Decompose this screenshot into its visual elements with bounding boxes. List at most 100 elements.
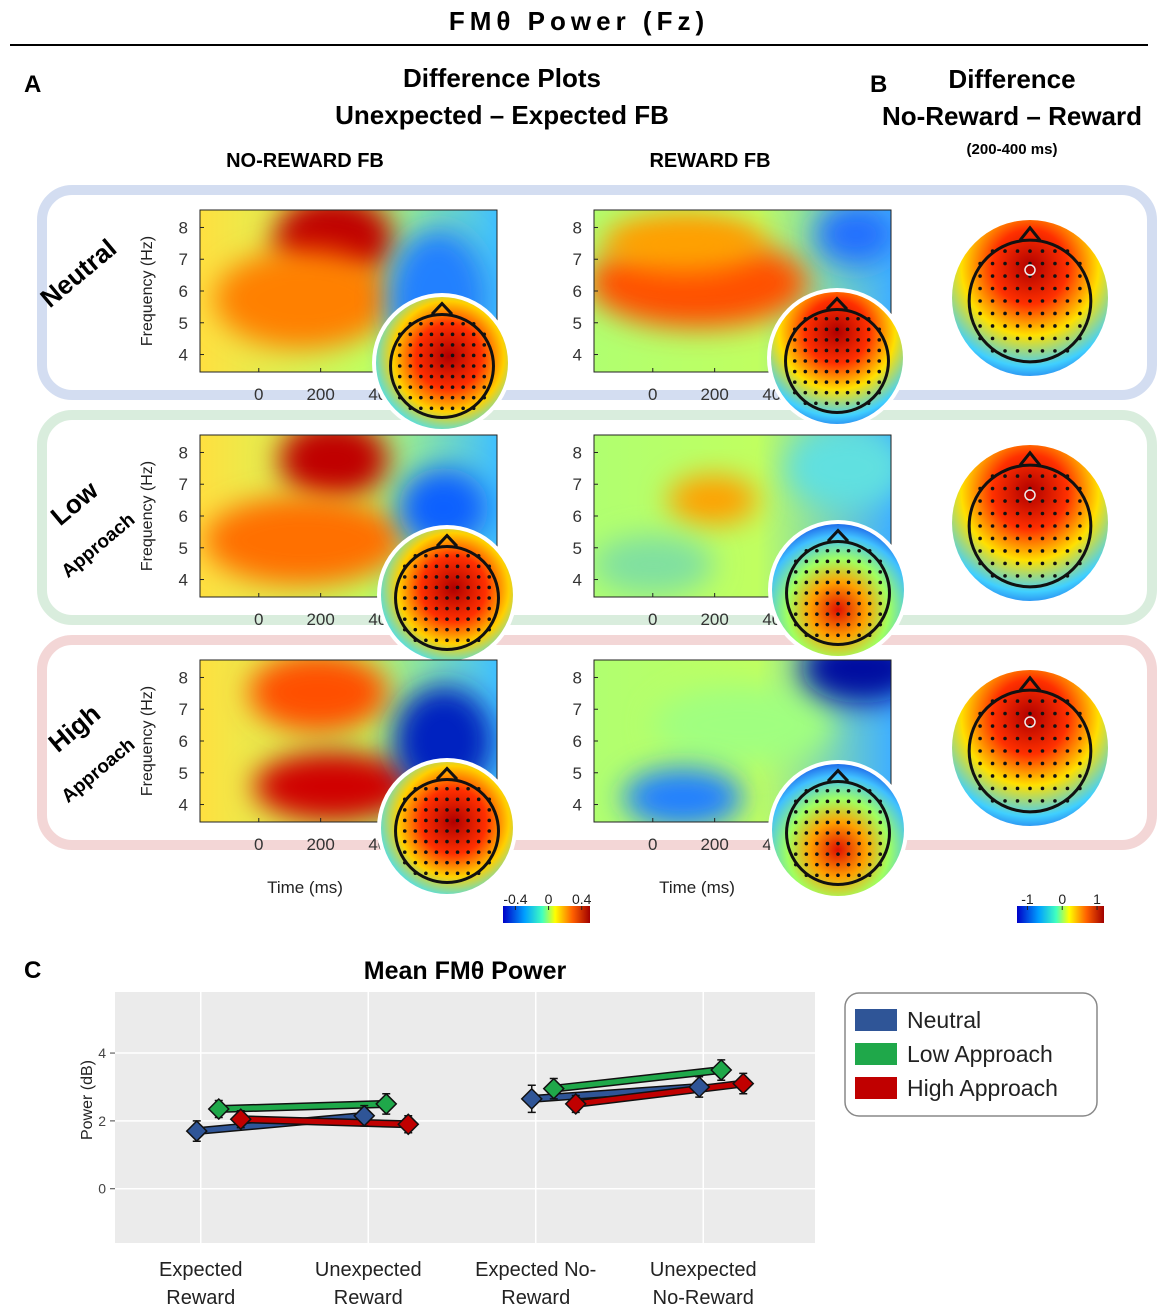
electrode [1041,524,1045,528]
electrode [398,364,402,368]
electrode [805,789,809,793]
electrode [978,287,982,291]
electrode [836,612,840,616]
electrode [466,850,470,854]
electrode [835,380,839,384]
electrode [877,391,881,395]
electrode [991,749,995,753]
electrode [403,850,407,854]
electrode [978,549,982,553]
electrode [857,842,861,846]
electrode [1041,512,1045,516]
electrode [978,312,982,316]
electrode [835,359,839,363]
x-tick-label: 200 [306,385,334,404]
electrode [1028,737,1032,741]
electrode [1078,274,1082,278]
electrode [978,762,982,766]
electrode [403,798,407,802]
electrode [1003,712,1007,716]
electrode [1053,799,1057,803]
electrode [978,774,982,778]
electrode [1016,337,1020,341]
heatmap-blob [214,249,394,349]
electrode [978,737,982,741]
electrode [856,328,860,332]
electrode [978,749,982,753]
x-tick-label: Unexpected Reward [303,1256,433,1309]
electrode [1066,262,1070,266]
electrode [1053,787,1057,791]
electrode [794,560,798,564]
electrode [826,570,830,574]
electrode [857,560,861,564]
electrode [1053,762,1057,766]
electrode [1078,337,1082,341]
electrode [482,375,486,379]
electrode [825,380,829,384]
electrode [398,343,402,347]
electrode [456,861,460,865]
electrode [836,602,840,606]
electrode [1053,274,1057,278]
electrode [991,762,995,766]
electrode [836,863,840,867]
heatmap-blob [603,212,763,272]
heatmap-blob [249,652,389,732]
electrode [403,575,407,579]
electrode [856,359,860,363]
electrode [1041,762,1045,766]
electrode [1003,699,1007,703]
electrode [1078,737,1082,741]
electrode [435,628,439,632]
electrode [1041,737,1045,741]
electrode [461,406,465,410]
electrode [836,591,840,595]
electrode [846,349,850,353]
electrode [435,575,439,579]
electrode [461,364,465,368]
electrode [466,819,470,823]
electrode [856,338,860,342]
electrode [1041,537,1045,541]
electrode [424,596,428,600]
electrode [804,359,808,363]
electrode [815,863,819,867]
electrode [445,819,449,823]
electrode [409,322,413,326]
electrode [1016,699,1020,703]
electrode [1041,274,1045,278]
colorbar-tick-label: 0.4 [572,891,592,907]
electrode [409,396,413,400]
electrode [1003,312,1007,316]
electrode [472,385,476,389]
heatmap-blob [623,768,743,828]
colorbar-tick-label: 0 [545,891,553,907]
electrode [991,699,995,703]
electrode [445,861,449,865]
electrode [867,391,871,395]
electrode [867,401,871,405]
electrode [1041,474,1045,478]
electrode [878,623,882,627]
electrode [472,375,476,379]
electrode [1016,349,1020,353]
electrode [1041,712,1045,716]
electrode [487,861,491,865]
electrode [451,364,455,368]
electrode [1028,574,1032,578]
electrode [398,354,402,358]
electrode [991,249,995,253]
x-tick-label: Unexpected No-Reward [638,1256,768,1309]
electrode [867,349,871,353]
electrode [1016,762,1020,766]
electrode [430,364,434,368]
electrode [1041,324,1045,328]
electrode [419,406,423,410]
electrode [1066,274,1070,278]
y-axis-label: Frequency (Hz) [139,236,156,346]
electrode [1016,262,1020,266]
electrode [835,338,839,342]
electrode [978,512,982,516]
y-tick-label: 0 [98,1181,106,1197]
